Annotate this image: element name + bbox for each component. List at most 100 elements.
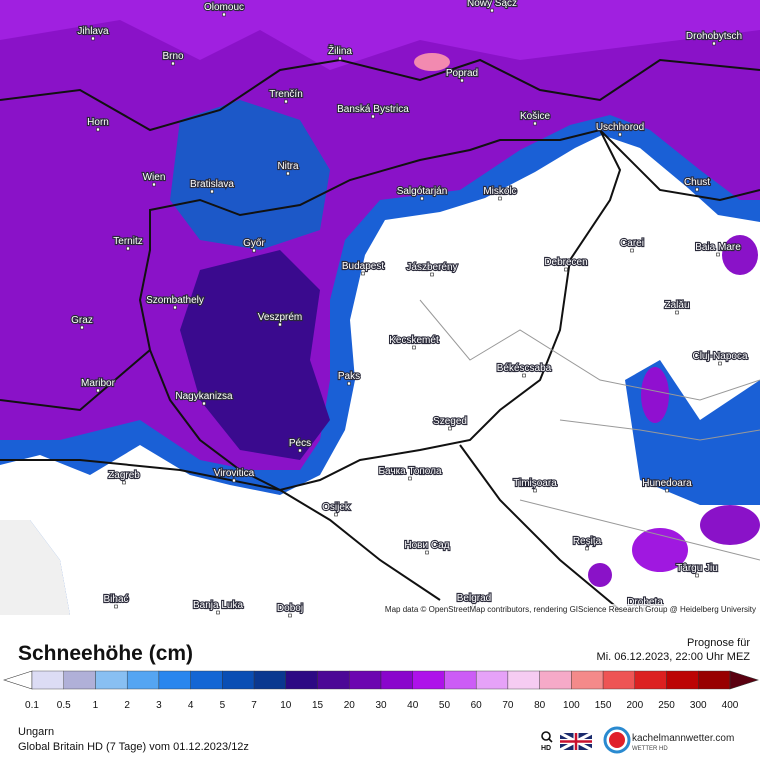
city-label: Salgótarján [397, 186, 448, 197]
city-marker [210, 189, 214, 194]
city-label: Virovitica [214, 468, 255, 479]
legend-tick-label: 2 [124, 700, 130, 711]
legend-swatch [285, 670, 318, 690]
legend-tick-label: 50 [439, 700, 451, 711]
legend-swatch [698, 670, 731, 690]
brand-tagline: WETTER HD [632, 746, 668, 752]
legend-tick-label: 400 [722, 700, 739, 711]
legend-swatch [31, 670, 64, 690]
city-marker [334, 512, 338, 517]
city-marker [533, 121, 537, 126]
model: Global Britain HD (7 Tage) vom 01.12.202… [18, 741, 249, 753]
snow-pink [414, 53, 450, 71]
city-marker [460, 78, 464, 83]
city-marker [152, 182, 156, 187]
city-marker [522, 373, 526, 378]
city-marker [665, 488, 669, 493]
legend-tick-label: 250 [658, 700, 675, 711]
city-label: Zagreb [108, 470, 140, 481]
legend-tick-label: 10 [280, 700, 292, 711]
brand-logo[interactable]: kachelmannwetter.com WETTER HD [603, 726, 734, 754]
legend-swatch [475, 670, 509, 690]
legend-tick-label: 5 [220, 700, 226, 711]
city-marker [252, 248, 256, 253]
city-marker [278, 322, 282, 327]
border-north [0, 58, 760, 132]
city-label: Bratislava [190, 179, 234, 190]
legend-tick-label: 80 [534, 700, 546, 711]
city-marker [490, 8, 494, 13]
map: Olomouc Nowy Sącz Jihlava Brno Žilina Poprad D… [0, 0, 760, 618]
city-marker [222, 12, 226, 17]
city-label: Győr [243, 238, 265, 249]
search-button[interactable]: HD [541, 731, 553, 752]
city-label: Szeged [433, 416, 467, 427]
city-marker [564, 267, 568, 272]
border-south [0, 459, 441, 601]
search-label: HD [541, 745, 551, 752]
border-west [0, 349, 151, 412]
legend-swatch [666, 670, 699, 690]
attribution-bg [338, 604, 760, 615]
legend-tick-label: 60 [471, 700, 483, 711]
language-flag[interactable] [559, 731, 593, 752]
forecast-time: Mi. 06.12.2023, 22:00 Uhr MEZ [597, 651, 751, 663]
city-marker [91, 36, 95, 41]
city-label: Paks [338, 371, 360, 382]
city-label: Doboj [277, 603, 303, 614]
city-label: Debrecen [544, 257, 587, 268]
city-labels: Olomouc Nowy Sącz Jihlava Brno Žilina Poprad D… [70, 0, 749, 618]
legend-tick-label: 7 [251, 700, 257, 711]
city-marker [288, 613, 292, 618]
city-label: Нови Сад [404, 540, 449, 551]
city-marker [498, 196, 502, 201]
city-marker [96, 388, 100, 393]
border-southeast [459, 444, 621, 611]
sea [0, 520, 70, 615]
snow-spot [641, 367, 669, 423]
snow-spot [700, 505, 760, 545]
snow-spot [588, 563, 612, 587]
legend-swatch [158, 670, 191, 690]
city-marker [675, 310, 679, 315]
city-label: Belgrad [457, 593, 491, 604]
city-marker [171, 61, 175, 66]
legend-swatch [349, 670, 382, 690]
city-label: Veszprém [258, 312, 302, 323]
city-marker [716, 252, 720, 257]
city-marker [371, 114, 375, 119]
city-label: Poprad [446, 68, 478, 79]
attribution: Map data © OpenStreetMap contributors, r… [385, 605, 756, 614]
legend-tick-label: 0.1 [25, 700, 39, 711]
city-marker [284, 99, 288, 104]
city-label: Nowy Sącz [467, 0, 517, 9]
legend-tick-label: 3 [156, 700, 162, 711]
city-marker [618, 132, 622, 137]
legend-under [3, 670, 33, 690]
legend-swatch [571, 670, 604, 690]
city-label: Szombathely [146, 295, 204, 306]
city-label: Košice [520, 111, 550, 122]
city-marker [695, 187, 699, 192]
city-label: Reșița [573, 536, 602, 547]
forecast-label: Prognose für [687, 637, 750, 649]
border-hungary [138, 128, 622, 492]
city-label: Chust [684, 177, 710, 188]
city-label: Pécs [289, 438, 311, 449]
legend-tick-label: 1 [93, 700, 99, 711]
legend-swatch [95, 670, 128, 690]
city-label: Бачка Топола [378, 466, 442, 477]
legend-swatch [444, 670, 477, 690]
legend-tick-label: 300 [690, 700, 707, 711]
legend-tick-label: 200 [626, 700, 643, 711]
city-marker [420, 196, 424, 201]
legend-tick-label: 150 [595, 700, 612, 711]
city-label: Zalău [664, 300, 689, 311]
city-marker [533, 488, 537, 493]
city-label: Olomouc [204, 2, 244, 13]
legend-swatch [253, 670, 287, 690]
city-label: Carei [620, 238, 644, 249]
city-marker [425, 550, 429, 555]
city-marker [347, 381, 351, 386]
